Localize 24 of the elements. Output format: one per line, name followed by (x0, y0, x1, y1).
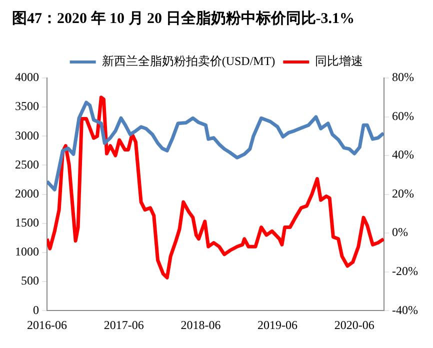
y2-tick-label: 0% (392, 225, 408, 240)
y2-tick-label: 20% (392, 186, 414, 200)
x-tick-label: 2020-06 (334, 318, 374, 332)
y-tick-label: 4000 (15, 70, 39, 84)
x-tick-label: 2018-06 (180, 318, 221, 332)
x-tick-label: 2017-06 (104, 318, 144, 332)
y-tick-label: 500 (21, 274, 39, 288)
y2-tick-label: 60% (392, 108, 414, 123)
y2-tick-label: -20% (392, 264, 418, 278)
legend-label: 新西兰全脂奶粉拍卖价(USD/MT) (102, 54, 276, 68)
y-tick-label: 2000 (15, 186, 39, 200)
y-tick-label: 2500 (15, 157, 39, 172)
legend-label: 同比增速 (315, 54, 364, 68)
y-tick-label: 1500 (15, 216, 39, 230)
y-tick-label: 1000 (15, 244, 39, 259)
y-tick-label: 3500 (15, 99, 39, 114)
x-tick-label: 2016-06 (27, 318, 67, 332)
y2-tick-label: 80% (392, 70, 414, 84)
y2-tick-label: -40% (392, 302, 418, 317)
y-tick-label: 3000 (15, 128, 39, 142)
y2-tick-label: 40% (392, 148, 414, 162)
x-tick-label: 2019-06 (258, 318, 298, 332)
chart-title: 图47：2020 年 10 月 20 日全脂奶粉中标价同比-3.1% (12, 10, 354, 27)
y-tick-label: 0 (33, 302, 39, 317)
